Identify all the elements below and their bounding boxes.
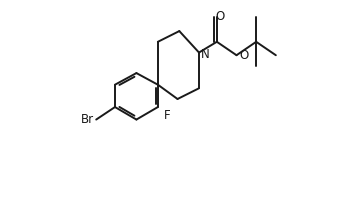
Text: Br: Br — [80, 113, 94, 126]
Text: O: O — [215, 10, 224, 23]
Text: N: N — [201, 48, 210, 61]
Text: F: F — [164, 109, 171, 122]
Text: O: O — [239, 49, 249, 62]
